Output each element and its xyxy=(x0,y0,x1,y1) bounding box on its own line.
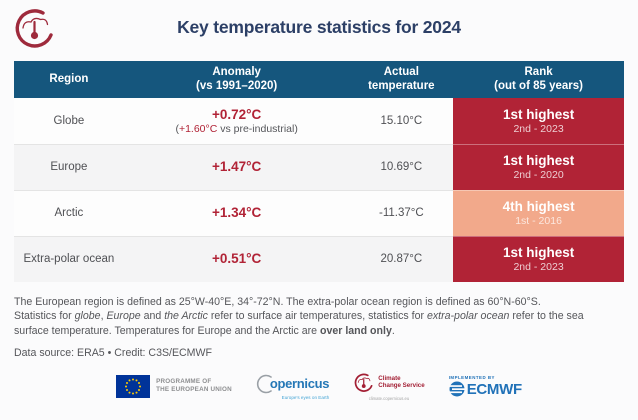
rank-sublabel: 2nd - 2023 xyxy=(513,122,564,135)
column-header-region: Region xyxy=(14,61,124,98)
column-header-line: Anomaly xyxy=(212,66,261,78)
footnote-segment: Statistics for xyxy=(14,310,75,323)
page-title: Key temperature statistics for 2024 xyxy=(177,17,461,37)
ecmwf-wordmark: ECMWF xyxy=(466,380,522,398)
anomaly-cell: +1.47°C xyxy=(124,144,350,190)
region-label: Arctic xyxy=(54,207,84,219)
rank-label: 4th highest xyxy=(502,198,575,214)
climate-service-thermometer-icon xyxy=(354,373,373,392)
footnote-segment: refer to surface air temperatures, stati… xyxy=(207,310,427,323)
rank-cell: 1st highest 2nd - 2020 xyxy=(453,144,624,190)
rank-sublabel: 2nd - 2023 xyxy=(513,260,564,273)
region-label: Extra-polar ocean xyxy=(23,253,115,265)
eu-programme-logo: PROGRAMME OF THE EUROPEAN UNION xyxy=(116,374,232,398)
eu-programme-text: PROGRAMME OF THE EUROPEAN UNION xyxy=(156,378,232,394)
ecmwf-logo: IMPLEMENTED BY ECMWF xyxy=(448,374,522,398)
table-header-row: Region Anomaly (vs 1991–2020) Actual tem… xyxy=(14,61,624,98)
anomaly-cell: +0.51°C xyxy=(124,236,350,282)
data-source-line: Data source: ERA5 • Credit: C3S/ECMWF xyxy=(14,346,212,359)
rank-cell: 1st highest 2nd - 2023 xyxy=(453,236,624,282)
rank-sublabel: 2nd - 2020 xyxy=(513,168,564,181)
climate-service-text: Climate Change Service xyxy=(378,375,424,390)
column-header-rank: Rank (out of 85 years) xyxy=(453,61,624,98)
rank-label: 1st highest xyxy=(502,244,575,260)
actual-temperature-cell: -11.37°C xyxy=(349,190,453,236)
footnote-segment: over land only xyxy=(320,324,392,337)
footnote-segment: the Arctic xyxy=(164,310,208,323)
footnote-segment: The European region is defined as 25°W-4… xyxy=(14,296,541,308)
table-body: Globe +0.72°C (+1.60°C vs pre-industrial… xyxy=(14,98,624,282)
page-header: Key temperature statistics for 2024 xyxy=(0,0,638,56)
footnote-segment: and xyxy=(140,310,165,323)
table-row: Globe +0.72°C (+1.60°C vs pre-industrial… xyxy=(14,98,624,144)
footnote-segment: , xyxy=(100,310,107,323)
actual-temperature-cell: 10.69°C xyxy=(349,144,453,190)
anomaly-value: +1.34°C xyxy=(211,205,262,220)
anomaly-note: (+1.60°C vs pre-industrial) xyxy=(175,123,297,136)
actual-temperature-value: 20.87°C xyxy=(380,253,423,265)
statistics-table: Region Anomaly (vs 1991–2020) Actual tem… xyxy=(14,61,624,282)
footnote-segment: extra-polar ocean xyxy=(426,310,510,323)
copernicus-wordmark: opernicus xyxy=(269,376,330,392)
climate-service-line2: Change Service xyxy=(378,382,425,390)
anomaly-value: +0.51°C xyxy=(211,251,262,266)
region-label: Europe xyxy=(50,161,88,173)
ecmwf-implemented-by: IMPLEMENTED BY xyxy=(448,374,495,380)
actual-temperature-cell: 20.87°C xyxy=(349,236,453,282)
footnote-segment: refer to the sea surface temperature. Te… xyxy=(14,310,584,337)
climate-change-service-logo: Climate Change Service climate.copernicu… xyxy=(353,372,425,401)
column-header-anomaly: Anomaly (vs 1991–2020) xyxy=(124,61,350,98)
anomaly-note-prefix: ( xyxy=(175,122,179,135)
actual-temperature-value: 10.69°C xyxy=(380,161,423,173)
climate-service-line1: Climate xyxy=(378,374,401,382)
column-header-actual-temperature: Actual temperature xyxy=(349,61,453,98)
copernicus-tagline: Europe's eyes on Earth xyxy=(281,394,330,400)
anomaly-value: +1.47°C xyxy=(211,159,262,174)
region-cell: Globe xyxy=(14,98,124,144)
column-header-line: temperature xyxy=(368,79,435,92)
climate-service-tagline: climate.copernicus.eu xyxy=(368,395,410,401)
anomaly-note-highlight: +1.60°C xyxy=(178,122,218,135)
actual-temperature-cell: 15.10°C xyxy=(349,98,453,144)
anomaly-cell: +1.34°C xyxy=(124,190,350,236)
region-label: Globe xyxy=(53,115,85,127)
region-cell: Europe xyxy=(14,144,124,190)
rank-label: 1st highest xyxy=(502,152,575,168)
c3s-thermometer-logo-icon xyxy=(12,6,56,50)
column-header-line: (out of 85 years) xyxy=(494,79,583,92)
eu-flag-icon xyxy=(116,374,151,398)
eu-programme-line2: THE EUROPEAN UNION xyxy=(156,386,232,394)
column-header-line: Region xyxy=(49,72,89,85)
footnotes: The European region is defined as 25°W-4… xyxy=(14,295,620,338)
table-row: Extra-polar ocean +0.51°C 20.87°C 1st hi… xyxy=(14,236,624,282)
column-header-line: (vs 1991–2020) xyxy=(196,79,278,92)
column-header-line: Actual xyxy=(383,66,419,78)
eu-programme-line1: PROGRAMME OF xyxy=(156,378,212,386)
region-cell: Arctic xyxy=(14,190,124,236)
column-header-line: Rank xyxy=(524,66,553,78)
footnote-segment: . xyxy=(391,324,395,337)
footnote-segment: Europe xyxy=(106,310,141,323)
footnote-paragraph: The European region is defined as 25°W-4… xyxy=(14,295,620,309)
actual-temperature-value: -11.37°C xyxy=(378,207,424,219)
actual-temperature-value: 15.10°C xyxy=(380,115,423,127)
ecmwf-globe-icon xyxy=(448,381,465,397)
region-cell: Extra-polar ocean xyxy=(14,236,124,282)
anomaly-value: +0.72°C xyxy=(211,106,262,122)
rank-cell: 4th highest 1st - 2016 xyxy=(453,190,624,236)
copernicus-logo: opernicus Europe's eyes on Earth xyxy=(256,373,330,400)
anomaly-cell: +0.72°C (+1.60°C vs pre-industrial) xyxy=(124,98,350,144)
copernicus-c-icon xyxy=(256,374,272,394)
footer-logos: PROGRAMME OF THE EUROPEAN UNION opernicu… xyxy=(0,372,638,401)
anomaly-note-suffix: vs pre-industrial) xyxy=(217,122,298,135)
rank-label: 1st highest xyxy=(502,106,575,122)
table-row: Europe +1.47°C 10.69°C 1st highest 2nd -… xyxy=(14,144,624,190)
footnote-paragraph: Statistics for globe, Europe and the Arc… xyxy=(14,309,620,338)
footnote-segment: globe xyxy=(74,310,101,323)
rank-sublabel: 1st - 2016 xyxy=(515,214,562,227)
table-row: Arctic +1.34°C -11.37°C 4th highest 1st … xyxy=(14,190,624,236)
rank-cell: 1st highest 2nd - 2023 xyxy=(453,98,624,144)
